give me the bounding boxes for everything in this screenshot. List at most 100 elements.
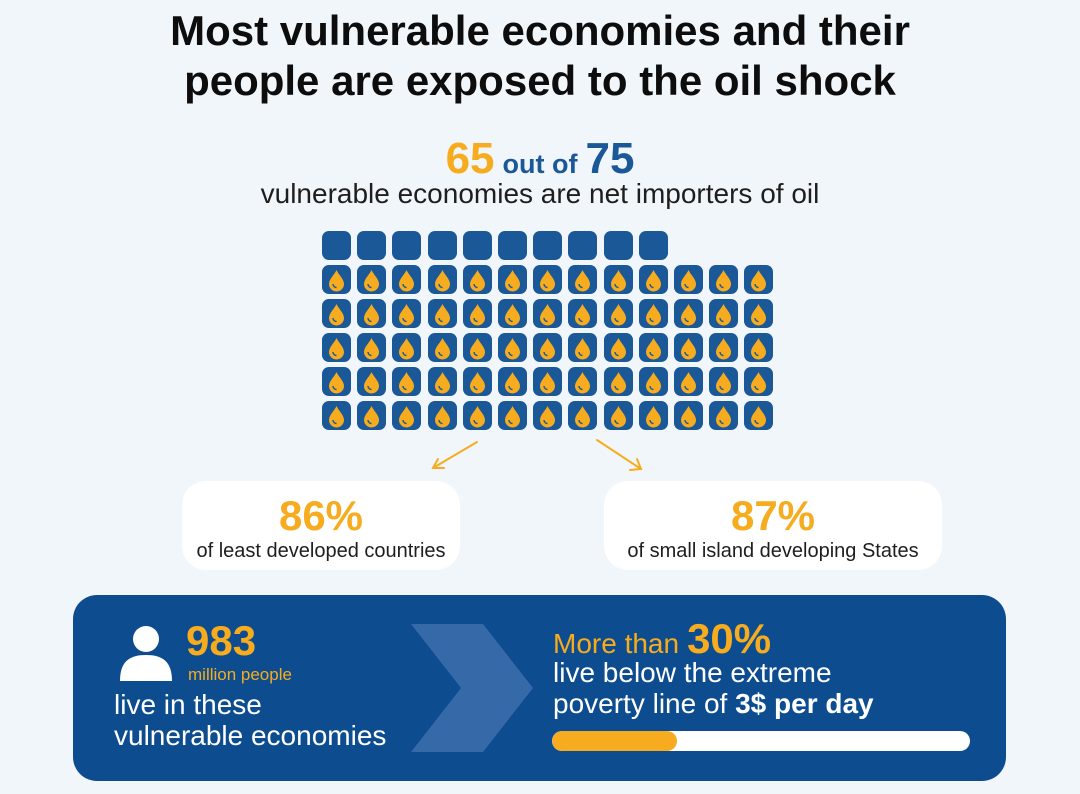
person-icon bbox=[120, 626, 172, 681]
population-text-line-1: live in these bbox=[114, 689, 262, 720]
waffle-cell-oil bbox=[603, 265, 633, 294]
waffle-cell-oil bbox=[462, 299, 492, 328]
waffle-cell-oil bbox=[709, 299, 739, 328]
waffle-cell-oil bbox=[462, 367, 492, 396]
waffle-cell-oil bbox=[322, 367, 351, 396]
oil-drop-icon bbox=[610, 304, 626, 326]
oil-drop-icon bbox=[505, 304, 520, 326]
oil-drop-icon bbox=[469, 338, 485, 360]
oil-drop-icon bbox=[469, 372, 485, 394]
waffle-cell-oil bbox=[427, 299, 457, 328]
oil-drop-icon bbox=[716, 372, 732, 394]
oil-drop-icon bbox=[364, 372, 380, 394]
title-line-1: Most vulnerable economies and their bbox=[170, 7, 910, 54]
arrow-left-icon bbox=[431, 441, 478, 469]
card-sids-value: 87% bbox=[730, 492, 816, 539]
oil-drop-icon bbox=[575, 338, 591, 360]
waffle-cell-oil bbox=[603, 333, 633, 362]
oil-drop-icon bbox=[610, 406, 626, 428]
waffle-cell-oil bbox=[357, 299, 387, 328]
oil-drop-icon bbox=[540, 372, 556, 394]
card-sids-label: of small island developing States bbox=[627, 540, 919, 562]
waffle-cell-oil bbox=[462, 333, 492, 362]
waffle-cell bbox=[533, 231, 563, 260]
oil-drop-icon bbox=[645, 304, 661, 326]
waffle-cell-oil bbox=[568, 333, 598, 362]
poverty-line-2-emph: 3$ per day bbox=[735, 688, 874, 719]
poverty-prefix: More than bbox=[553, 628, 680, 659]
waffle-cell-oil bbox=[427, 401, 457, 430]
oil-drop-icon bbox=[434, 406, 450, 428]
waffle-cell-oil bbox=[533, 299, 563, 328]
poverty-line-1: live below the extreme bbox=[553, 657, 832, 688]
oil-drop-icon bbox=[681, 406, 696, 428]
oil-drop-icon bbox=[610, 338, 626, 360]
oil-drop-icon bbox=[681, 338, 696, 360]
waffle-cell-oil bbox=[427, 265, 457, 294]
waffle-cell-oil bbox=[357, 265, 387, 294]
waffle-cell-oil bbox=[709, 333, 739, 362]
waffle-cell bbox=[357, 231, 387, 260]
waffle-cell-oil bbox=[744, 333, 774, 362]
population-unit: million people bbox=[188, 665, 292, 684]
waffle-cell-oil bbox=[498, 367, 527, 396]
oil-drop-icon bbox=[716, 304, 732, 326]
waffle-cell-oil bbox=[462, 265, 492, 294]
waffle-cell-oil bbox=[568, 367, 598, 396]
oil-drop-icon bbox=[681, 270, 696, 292]
oil-drop-icon bbox=[751, 372, 767, 394]
waffle-cell-oil bbox=[674, 265, 703, 294]
waffle-cell-oil bbox=[568, 299, 598, 328]
population-text-line-2: vulnerable economies bbox=[114, 720, 387, 751]
oil-drop-icon bbox=[645, 270, 661, 292]
oil-drop-icon bbox=[329, 372, 344, 394]
oil-drop-icon bbox=[399, 338, 415, 360]
waffle-cell-oil bbox=[392, 367, 422, 396]
oil-drop-icon bbox=[716, 338, 732, 360]
population-panel: 983 million people live in these vulnera… bbox=[73, 595, 1006, 781]
oil-drop-icon bbox=[399, 270, 415, 292]
waffle-cell-oil bbox=[638, 401, 668, 430]
waffle-cell-oil bbox=[533, 265, 563, 294]
oil-drop-icon bbox=[329, 338, 344, 360]
waffle-cell-oil bbox=[322, 401, 351, 430]
waffle-cell-oil bbox=[674, 333, 703, 362]
economy-total: 75 bbox=[585, 134, 635, 183]
oil-drop-icon bbox=[540, 304, 556, 326]
waffle-cell-oil bbox=[357, 401, 387, 430]
oil-drop-icon bbox=[540, 270, 556, 292]
oil-drop-icon bbox=[434, 372, 450, 394]
waffle-cell-oil bbox=[638, 367, 668, 396]
waffle-cell-oil bbox=[709, 367, 739, 396]
poverty-line-2-prefix: poverty line of bbox=[553, 688, 728, 719]
oil-drop-icon bbox=[329, 304, 344, 326]
oil-drop-icon bbox=[364, 270, 380, 292]
card-ldc-label: of least developed countries bbox=[196, 540, 446, 562]
oil-drop-icon bbox=[399, 406, 415, 428]
oil-drop-icon bbox=[751, 338, 767, 360]
oil-drop-icon bbox=[505, 270, 520, 292]
waffle-cell-oil bbox=[357, 367, 387, 396]
oil-drop-icon bbox=[399, 304, 415, 326]
oil-drop-icon bbox=[434, 338, 450, 360]
page-title: Most vulnerable economies and their peop… bbox=[0, 6, 1080, 106]
headline-connector: out of bbox=[502, 149, 578, 179]
waffle-cell-oil bbox=[357, 333, 387, 362]
waffle-cell-oil bbox=[744, 367, 774, 396]
arrow-right-icon bbox=[596, 439, 643, 471]
waffle-cell-oil bbox=[638, 333, 668, 362]
waffle-cell-oil bbox=[638, 299, 668, 328]
oil-drop-icon bbox=[469, 270, 485, 292]
waffle-cell-oil bbox=[498, 333, 527, 362]
waffle-cell-oil bbox=[498, 265, 527, 294]
oil-drop-icon bbox=[540, 406, 556, 428]
waffle-cell-oil bbox=[568, 401, 598, 430]
oil-drop-icon bbox=[399, 372, 415, 394]
oil-drop-icon bbox=[610, 270, 626, 292]
poverty-headline: More than 30% bbox=[553, 615, 771, 663]
waffle-cell bbox=[568, 231, 598, 260]
oil-drop-icon bbox=[716, 406, 732, 428]
waffle-cell-oil bbox=[709, 401, 739, 430]
oil-drop-icon bbox=[645, 372, 661, 394]
waffle-cell-oil bbox=[462, 401, 492, 430]
